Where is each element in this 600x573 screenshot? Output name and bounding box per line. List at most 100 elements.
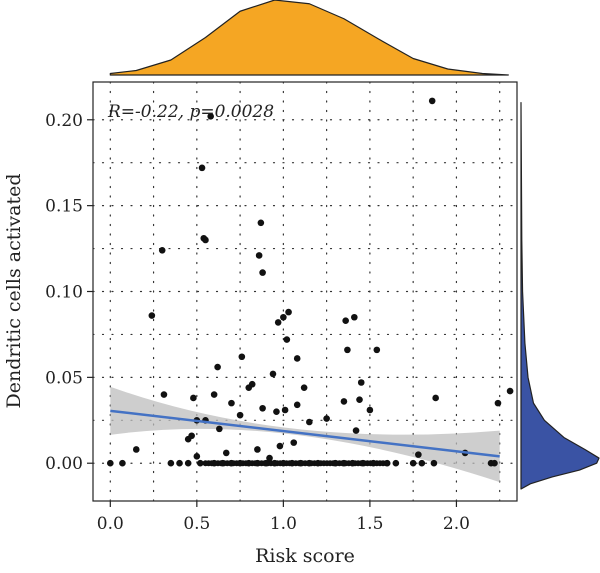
- data-point: [432, 394, 439, 402]
- data-point: [306, 459, 313, 467]
- data-point: [107, 459, 114, 467]
- data-point: [356, 396, 363, 403]
- data-point: [236, 411, 244, 419]
- data-point: [196, 459, 204, 467]
- data-point: [176, 459, 183, 467]
- data-point: [283, 336, 291, 343]
- data-point: [415, 451, 422, 458]
- data-point: [262, 459, 270, 467]
- data-point: [148, 312, 156, 319]
- data-point: [271, 459, 279, 467]
- data-point: [132, 446, 140, 453]
- data-point: [184, 459, 192, 467]
- data-point: [392, 459, 400, 467]
- data-point: [344, 346, 351, 354]
- data-point: [119, 459, 126, 467]
- data-point: [236, 459, 244, 467]
- data-point: [288, 459, 296, 467]
- data-point: [254, 446, 261, 453]
- data-point: [210, 459, 218, 467]
- data-point: [248, 380, 256, 388]
- data-point: [430, 459, 438, 467]
- data-point: [290, 439, 298, 446]
- data-point: [228, 399, 235, 407]
- data-point: [202, 236, 209, 244]
- data-point: [228, 459, 235, 467]
- data-point: [293, 401, 301, 409]
- data-point: [158, 246, 166, 254]
- data-point: [506, 387, 514, 395]
- data-point: [167, 459, 175, 467]
- data-point: [300, 384, 308, 391]
- data-point: [259, 404, 266, 412]
- y-tick-label: 0.20: [45, 111, 83, 131]
- y-tick-label: 0.10: [45, 283, 83, 303]
- data-point: [193, 453, 201, 460]
- data-point: [293, 355, 301, 362]
- data-point: [259, 269, 266, 276]
- data-point: [238, 353, 246, 361]
- data-point: [285, 308, 292, 316]
- right-marginal-density: [520, 102, 600, 490]
- data-point: [219, 459, 227, 467]
- y-tick-label: 0.00: [45, 454, 83, 474]
- regression-line: [110, 409, 500, 458]
- correlation-annotation: R=-0.22, p=0.0028: [107, 102, 274, 122]
- y-axis-title: Dendritic cells activated: [3, 173, 25, 408]
- data-point: [245, 459, 253, 467]
- data-point: [276, 442, 284, 450]
- data-point: [281, 406, 289, 414]
- data-point: [222, 449, 230, 457]
- data-point: [491, 459, 498, 467]
- data-point: [274, 319, 282, 326]
- data-point: [306, 418, 313, 426]
- y-tick-label: 0.05: [45, 368, 83, 388]
- data-point: [340, 398, 348, 405]
- data-point: [494, 399, 502, 407]
- data-point: [214, 363, 221, 371]
- data-point: [357, 379, 365, 386]
- data-point: [273, 408, 280, 416]
- x-tick-label: 1.5: [356, 514, 383, 534]
- y-axis: 0.00 0.05 0.10 0.15 0.20: [45, 111, 93, 474]
- data-point: [331, 459, 339, 467]
- data-point: [257, 219, 265, 227]
- data-point: [216, 425, 223, 433]
- data-point: [280, 313, 287, 321]
- x-tick-label: 0.0: [97, 514, 124, 534]
- data-point: [352, 427, 360, 434]
- data-point: [349, 459, 356, 467]
- data-point: [340, 459, 348, 467]
- top-marginal-density: [109, 0, 509, 76]
- x-axis: 0.0 0.5 1.0 1.5 2.0: [97, 501, 470, 534]
- data-point: [370, 459, 377, 467]
- x-axis-title: Risk score: [255, 545, 355, 567]
- data-point: [409, 459, 417, 467]
- data-point: [366, 406, 374, 414]
- data-point: [160, 391, 168, 398]
- data-point: [255, 252, 263, 259]
- data-point: [210, 391, 218, 398]
- data-point: [198, 164, 206, 172]
- data-point: [323, 415, 330, 422]
- data-point: [314, 459, 322, 467]
- x-tick-label: 1.0: [270, 514, 297, 534]
- data-point: [254, 459, 261, 467]
- data-point: [342, 317, 349, 324]
- data-point: [190, 394, 197, 402]
- data-point: [351, 313, 358, 321]
- data-point: [188, 432, 195, 440]
- data-point: [280, 459, 287, 467]
- data-point: [418, 459, 426, 467]
- data-point: [373, 346, 381, 354]
- grid-dots: [92, 81, 518, 502]
- data-point: [428, 97, 436, 105]
- data-point: [207, 113, 214, 120]
- data-point: [359, 459, 367, 467]
- data-point: [383, 459, 391, 467]
- data-point: [297, 459, 304, 467]
- x-tick-label: 0.5: [183, 514, 210, 534]
- data-point: [269, 370, 277, 378]
- data-point: [266, 454, 273, 462]
